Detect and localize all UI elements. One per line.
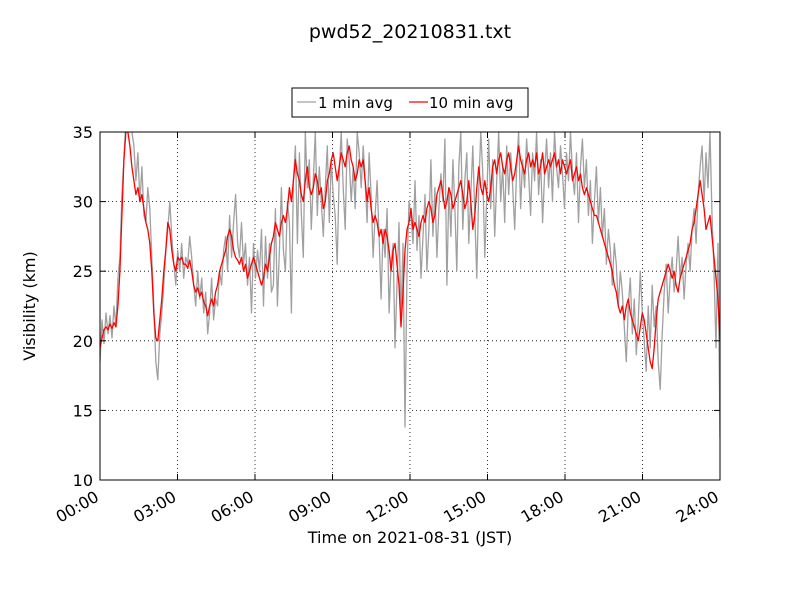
y-tick-label: 20 <box>73 332 93 351</box>
series-layer <box>100 132 720 439</box>
y-tick-labels: 10 15 20 25 30 35 <box>73 123 93 490</box>
axis-ticks <box>99 131 721 481</box>
y-axis-label: Visibility (km) <box>20 251 39 360</box>
y-tick-label: 25 <box>73 262 93 281</box>
y-tick-label: 15 <box>73 401 93 420</box>
chart-title: pwd52_20210831.txt <box>309 21 511 43</box>
y-tick-label: 10 <box>73 471 93 490</box>
series-line-10-min-avg <box>100 132 720 370</box>
series-line-1-min-avg <box>100 132 720 439</box>
y-tick-label: 35 <box>73 123 93 142</box>
legend-label-1-min-avg: 1 min avg <box>318 94 393 112</box>
legend-label-10-min-avg: 10 min avg <box>429 94 514 112</box>
legend: 1 min avg 10 min avg <box>291 87 529 118</box>
y-tick-label: 30 <box>73 193 93 212</box>
x-axis-label: Time on 2021-08-31 (JST) <box>307 528 512 547</box>
